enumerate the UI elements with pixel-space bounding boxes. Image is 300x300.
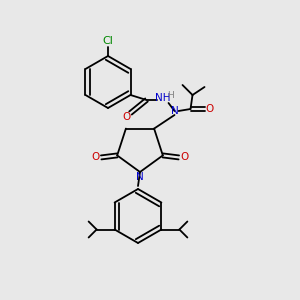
Text: Cl: Cl: [103, 36, 113, 46]
Text: N: N: [171, 106, 178, 116]
Text: O: O: [91, 152, 99, 162]
Text: O: O: [122, 112, 130, 122]
Text: O: O: [206, 104, 214, 114]
Text: N: N: [136, 172, 144, 182]
Text: H: H: [167, 91, 174, 100]
Text: O: O: [181, 152, 189, 162]
Text: NH: NH: [155, 93, 170, 103]
